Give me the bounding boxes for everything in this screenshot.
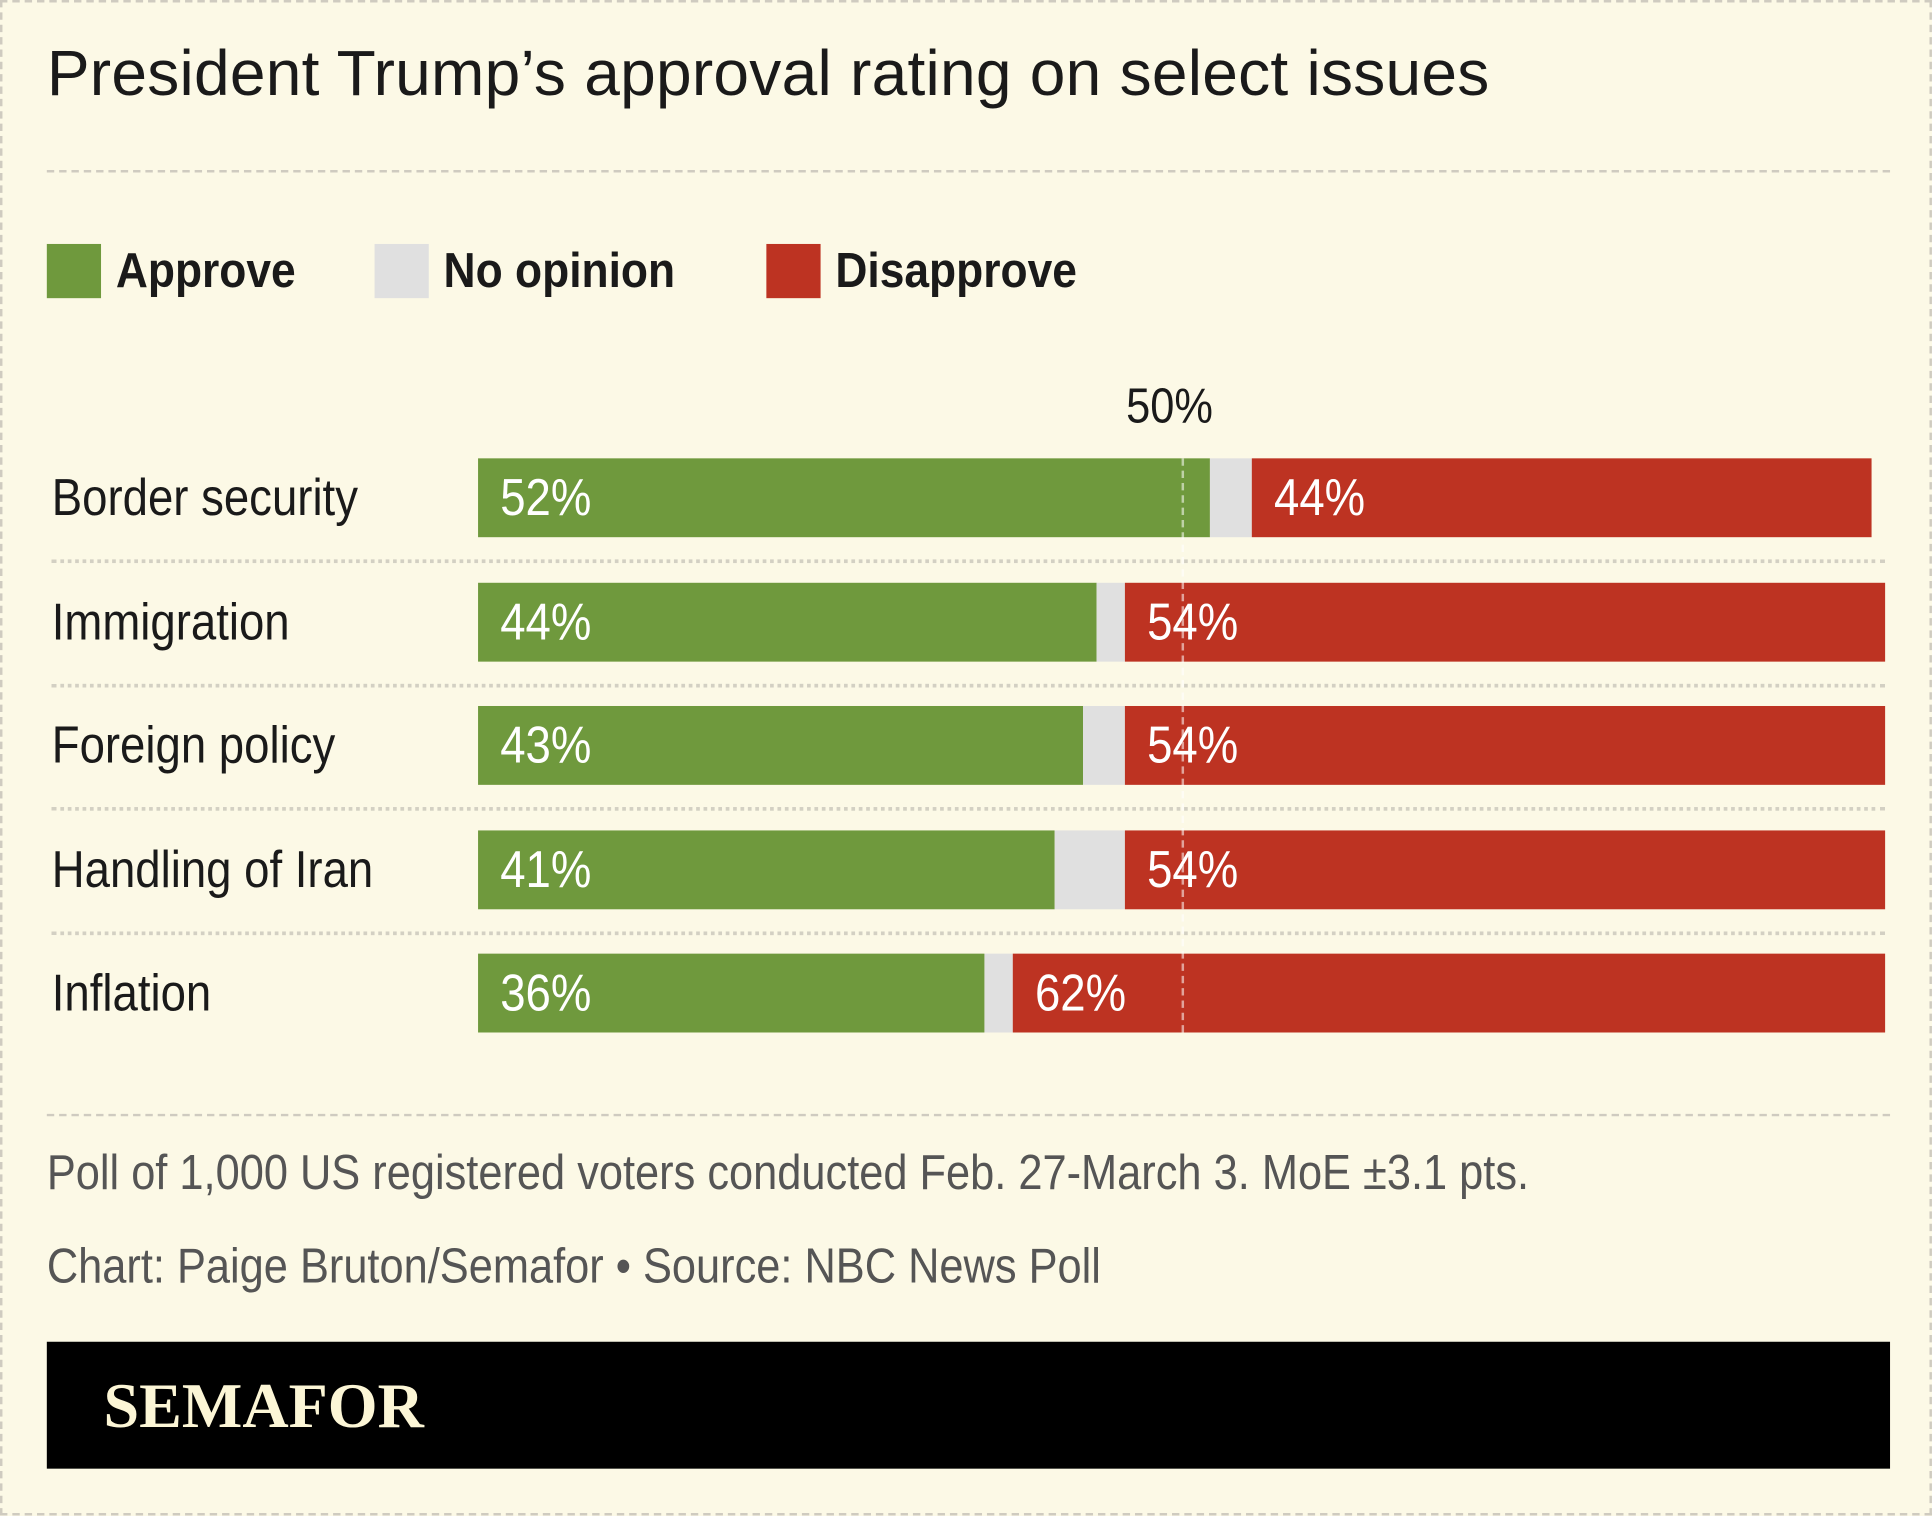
data-label: 52% bbox=[500, 468, 592, 527]
bar-no-opinion bbox=[1209, 458, 1252, 538]
legend-approve: Approve bbox=[46, 243, 316, 299]
legend-disapprove: Disapprove bbox=[766, 243, 1103, 299]
data-label: 54% bbox=[1147, 592, 1239, 650]
bar-no-opinion bbox=[1054, 829, 1126, 909]
bar-approve bbox=[478, 458, 1210, 538]
category-label: Foreign policy bbox=[51, 715, 336, 774]
data-label: 62% bbox=[1034, 963, 1127, 1022]
legend-label: Disapprove bbox=[835, 243, 1077, 298]
category-label: Handling of Iran bbox=[51, 839, 374, 898]
divider bbox=[46, 170, 1891, 173]
bar-approve bbox=[478, 829, 1055, 909]
legend-swatch-disapprove bbox=[766, 243, 821, 299]
credit-note: Chart: Paige Bruton/Semafor • Source: NB… bbox=[46, 1239, 1101, 1294]
data-label: 41% bbox=[500, 839, 592, 898]
bar-no-opinion bbox=[984, 953, 1013, 1033]
bar-approve bbox=[478, 582, 1098, 662]
bar-approve bbox=[478, 953, 985, 1033]
category-label: Inflation bbox=[51, 963, 212, 1022]
row-separator bbox=[51, 683, 1886, 687]
reference-line-50 bbox=[1181, 458, 1185, 1033]
legend-swatch-no-opinion bbox=[374, 243, 429, 299]
category-label: Immigration bbox=[51, 592, 290, 650]
bar-disapprove bbox=[1125, 582, 1886, 662]
row-separator bbox=[51, 930, 1886, 935]
row-separator bbox=[51, 807, 1886, 811]
methodology-note: Poll of 1,000 US registered voters condu… bbox=[46, 1145, 1530, 1201]
bar-no-opinion bbox=[1083, 705, 1126, 785]
brand-bar bbox=[46, 1341, 1891, 1469]
data-label: 44% bbox=[1274, 468, 1366, 527]
divider bbox=[46, 1113, 1891, 1117]
reference-line-label: 50% bbox=[1126, 379, 1213, 434]
data-label: 54% bbox=[1147, 839, 1239, 898]
category-label: Border security bbox=[51, 468, 358, 527]
bar-approve bbox=[478, 705, 1084, 785]
legend-no-opinion: No opinion bbox=[374, 243, 701, 299]
bar-disapprove bbox=[1125, 705, 1886, 785]
legend-swatch-approve bbox=[46, 243, 102, 299]
bar-disapprove bbox=[1125, 829, 1886, 909]
data-label: 36% bbox=[500, 963, 592, 1022]
data-label: 54% bbox=[1147, 715, 1239, 774]
row-separator bbox=[51, 559, 1886, 564]
bar-disapprove bbox=[1012, 953, 1886, 1033]
chart-title: President Trump’s approval rating on sel… bbox=[46, 38, 1490, 110]
legend-label: No opinion bbox=[443, 243, 676, 298]
data-label: 43% bbox=[500, 715, 592, 774]
legend-label: Approve bbox=[115, 243, 296, 298]
semafor-logo: SEMAFOR bbox=[103, 1371, 424, 1442]
data-label: 44% bbox=[500, 592, 592, 650]
bar-disapprove bbox=[1251, 458, 1872, 538]
bar-no-opinion bbox=[1097, 582, 1126, 662]
